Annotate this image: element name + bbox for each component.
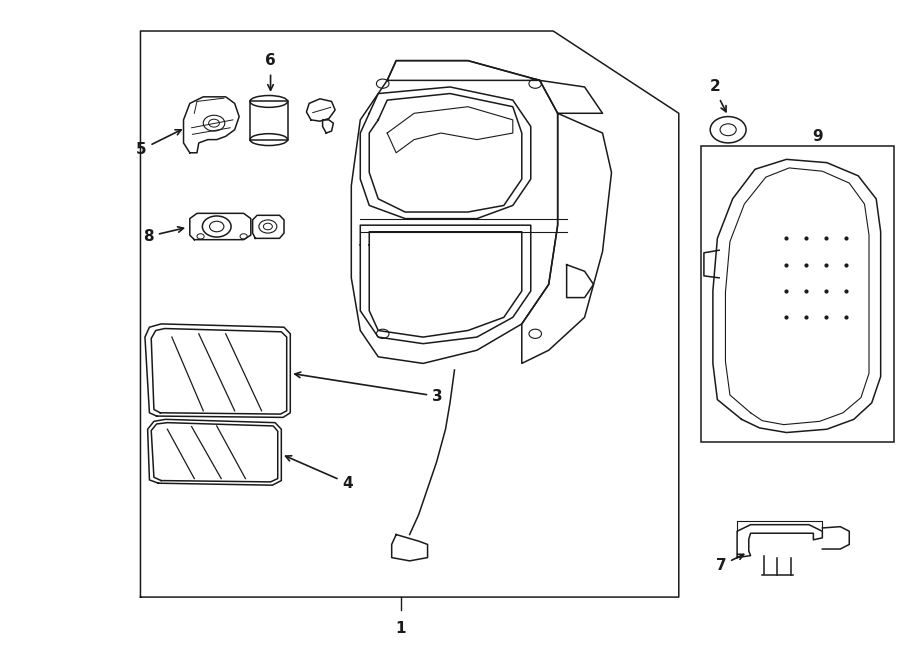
Text: 1: 1 bbox=[395, 621, 406, 635]
Bar bbox=[701, 146, 894, 442]
Text: 7: 7 bbox=[716, 555, 743, 573]
Text: 6: 6 bbox=[266, 53, 276, 68]
Text: 5: 5 bbox=[136, 130, 181, 157]
Text: 2: 2 bbox=[709, 79, 720, 95]
Text: 9: 9 bbox=[813, 129, 824, 144]
Text: 4: 4 bbox=[285, 456, 353, 490]
Text: 3: 3 bbox=[295, 372, 443, 404]
Bar bbox=[250, 101, 288, 139]
Text: 8: 8 bbox=[143, 227, 184, 244]
